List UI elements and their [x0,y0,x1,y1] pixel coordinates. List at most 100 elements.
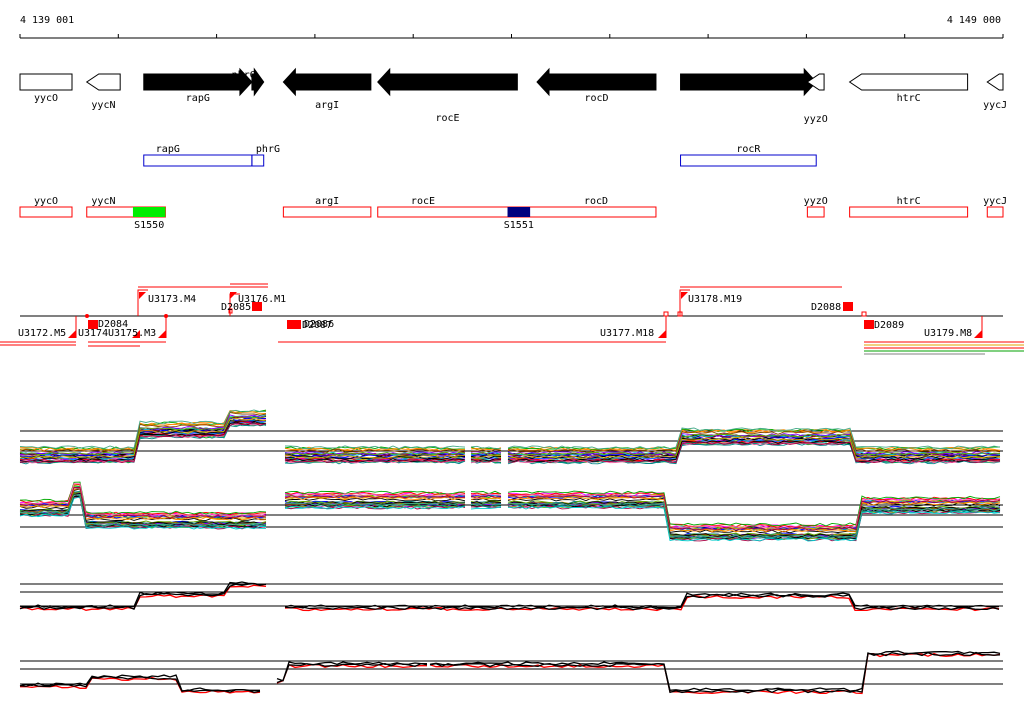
expression-profile-line [507,433,1001,456]
tu-corner-marker [132,330,140,338]
expression-profile-line [507,436,1001,459]
expression-profile-line [470,458,502,462]
expression-profile-line [19,493,267,526]
expression-profile-line [19,494,267,527]
gene-arrow-rapG[interactable] [143,67,253,97]
red-feature-label-rocE: rocE [411,196,435,207]
coordinate-ruler: 4 139 001 4 149 000 [19,15,1004,39]
expression-profile-line [507,501,1001,537]
gene-arrow-htrC[interactable] [848,73,969,91]
expression-profile-line [284,501,466,505]
expression-profile-line [470,495,502,500]
gene-arrow-argI[interactable] [282,67,372,97]
red-feature-yycO[interactable] [19,206,73,218]
expression-profile-line [19,417,267,459]
tu-corner-marker [658,330,666,338]
blue-feature-label-rocR: rocR [736,144,761,155]
expression-profile-line [470,459,502,463]
tu-corner-marker [230,292,237,299]
expression-profile-line [429,651,1001,694]
blue-feature-phrG[interactable] [251,154,265,167]
expression-profile-line [19,582,267,610]
expression-profile-line [19,675,261,693]
expression-profile-line [284,451,466,456]
expression-profile-line [19,417,266,458]
expression-profile-line [284,490,466,495]
gene-label-rocD: rocD [584,93,608,104]
expression-profile-line [284,495,466,499]
expression-profile-line [284,454,466,459]
tu-label: D2085 [221,302,251,313]
red-feature-argI[interactable] [282,206,372,218]
gene-label-rocR: rocR [736,81,761,92]
expression-profile-line [507,493,1001,529]
gene-arrow-rocR[interactable] [680,67,817,97]
expression-profile-line [507,495,1001,531]
expression-profile-line [507,490,1001,527]
expression-profile-line [470,493,502,497]
expression-profile-line [429,652,1001,695]
expression-profile-line [284,501,466,506]
red-feature-htrC[interactable] [849,206,969,218]
expression-profile-line [470,492,502,495]
gene-label-argI: argI [315,100,339,111]
tu-label: U3172.M5 [18,328,66,339]
expression-profile-line [508,502,1001,539]
tu-label: D2084 [98,319,128,330]
gene-arrow-yyzO[interactable] [806,73,825,91]
red-feature-label-yycO: yycO [34,196,58,207]
gene-arrow-yycJ[interactable] [986,73,1004,91]
tu-corner-marker [68,330,76,338]
tu-label: U3177.M18 [600,328,654,339]
expression-track-reverse-multicolor [19,481,1003,542]
gene-arrow-rocE[interactable] [377,67,518,97]
tu-site-marker [287,320,301,329]
expression-profile-line [470,448,502,453]
expression-profile-line [470,501,502,505]
gene-label-phrG: phrG [232,70,256,81]
red-feature-yyzO[interactable] [806,206,825,218]
gene-label-rocE: rocE [436,113,460,124]
tu-label: U3179.M8 [924,328,972,339]
tu-label: U3174 [78,328,108,339]
blue-feature-rocR[interactable] [680,154,817,167]
tu-site-box [228,308,233,314]
gene-arrow-yycN[interactable] [85,73,121,91]
expression-profile-line [507,440,1001,463]
tu-label: D2086 [304,319,334,330]
gene-arrow-track: yycO yycN rapG phrG argI rocE rocD rocR yyzO htrC… [19,67,1007,125]
expression-track-forward-summary [19,581,1003,612]
gene-label-yycO: yycO [34,93,58,104]
expression-profile-line [284,503,466,508]
tu-site-marker [88,320,98,329]
gene-arrow-rocD[interactable] [536,67,657,97]
expression-profile-line [19,492,267,525]
tu-label: U3178.M19 [688,294,742,305]
tu-corner-marker [139,292,146,299]
gene-arrow-yycO[interactable] [19,73,73,91]
segment-S1550[interactable] [132,207,166,217]
tu-site-marker [864,320,874,329]
red-feature-label-htrC: htrC [897,196,921,207]
tu-bracket [679,289,690,316]
segment-S1551[interactable] [507,207,531,217]
expression-profile-line [19,676,261,694]
expression-profile-line [284,505,466,510]
expression-profile-line [19,496,267,530]
red-feature-yycJ[interactable] [986,206,1004,218]
segment-label-S1551: S1551 [504,220,534,231]
expression-profile-line [19,481,267,515]
gene-arrow-phrG[interactable] [251,67,265,97]
expression-profile-line [284,459,466,463]
expression-profile-line [19,581,267,609]
ruler-ticks [19,34,1004,38]
blue-feature-rapG[interactable] [143,154,253,167]
expression-track-forward-multicolor [19,409,1003,465]
red-feature-track: yycO yycN argI rocE rocD yyzO htrC yycJ S1550 S15… [19,196,1007,231]
expression-profile-line [507,441,1001,464]
expression-profile-line [19,422,267,464]
tu-site-marker [252,302,262,311]
blue-feature-track: rapG phrG rocR [143,144,817,167]
tu-label: U3173.M4 [148,294,196,305]
